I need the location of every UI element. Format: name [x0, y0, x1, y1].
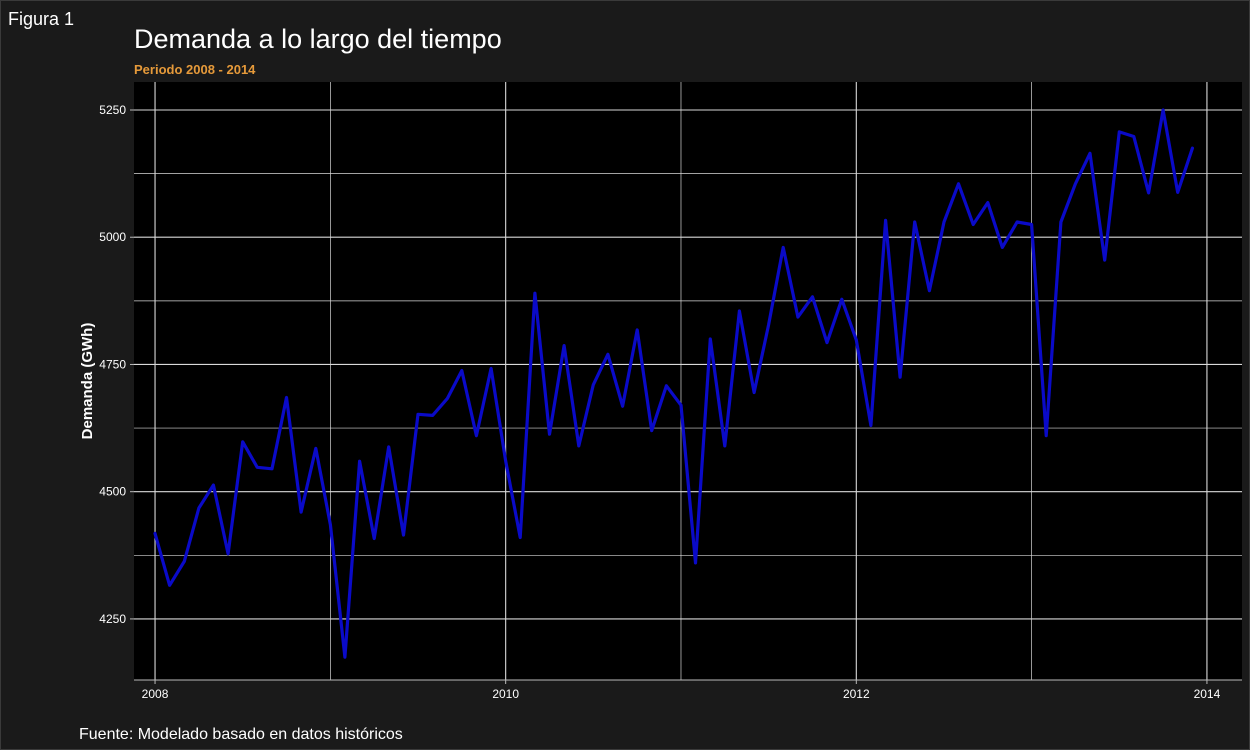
y-axis-label: Demanda (GWh) — [79, 323, 96, 440]
x-tick-label: 2008 — [142, 687, 169, 701]
chart-subtitle: Periodo 2008 - 2014 — [134, 62, 256, 77]
y-tick-label: 4500 — [99, 485, 126, 499]
chart-title: Demanda a lo largo del tiempo — [134, 24, 502, 54]
caption: Fuente: Modelado basado en datos históri… — [79, 726, 403, 743]
y-tick-label: 4250 — [99, 612, 126, 626]
x-axis: 2008 2010 2012 2014 — [134, 679, 1242, 701]
y-tick-label: 4750 — [99, 357, 126, 371]
figure-label: Figura 1 — [8, 9, 75, 29]
y-tick-label: 5250 — [99, 103, 126, 117]
plot-panel — [134, 82, 1242, 680]
x-tick-label: 2010 — [492, 687, 519, 701]
x-tick-label: 2012 — [843, 687, 870, 701]
x-tick-label: 2014 — [1194, 687, 1221, 701]
series-layer — [153, 108, 1195, 659]
y-axis: 4250 4500 4750 5000 5250 — [99, 103, 134, 626]
y-tick-label: 5000 — [99, 230, 126, 244]
series-line — [153, 108, 1195, 659]
